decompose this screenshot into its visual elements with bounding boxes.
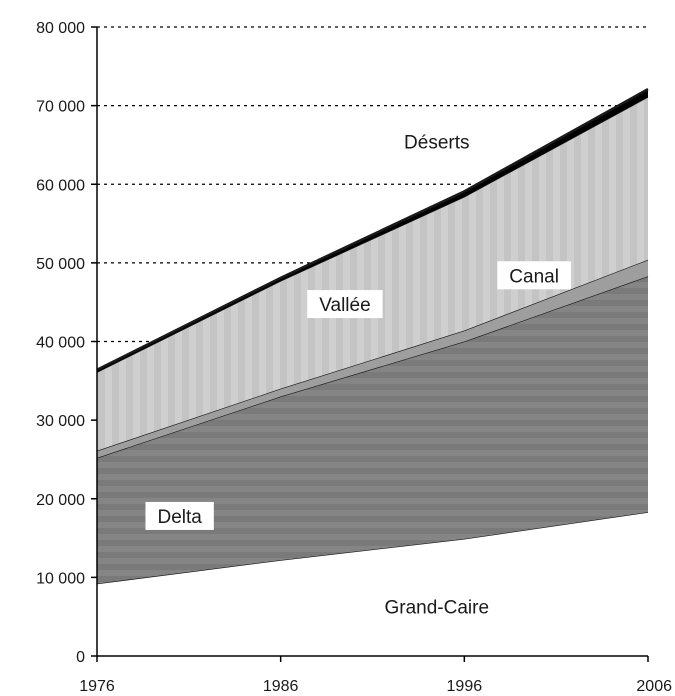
y-tick-label: 10 000: [36, 570, 85, 587]
y-tick-label: 70 000: [36, 99, 85, 116]
area-label-box: [497, 261, 571, 290]
area-vall-e: [97, 96, 648, 451]
y-tick-label: 60 000: [36, 177, 85, 194]
series-boundary-line: [96, 88, 649, 371]
area-label-grand-caire: Grand-Caire: [385, 597, 490, 618]
y-tick-label: 80 000: [36, 20, 85, 37]
y-tick-label: 40 000: [36, 335, 85, 352]
area-label-text: Canal: [509, 266, 559, 287]
x-tick-label: 1986: [263, 678, 299, 695]
area-label-text: Grand-Caire: [385, 597, 490, 618]
area-label-text: Vallée: [319, 295, 370, 316]
area-canal: [97, 259, 648, 458]
y-tick-label: 50 000: [36, 256, 85, 273]
area-label-box: [307, 290, 383, 319]
x-tick-label: 2006: [636, 678, 672, 695]
area-delta: [97, 276, 648, 584]
area-label-d-serts: Déserts: [404, 132, 469, 153]
area-label-delta: Delta: [145, 501, 214, 530]
area-label-text: Delta: [157, 507, 202, 528]
area-label-vall-e: Vallée: [307, 290, 383, 319]
y-tick-label: 0: [76, 649, 85, 666]
area-grand-caire: [97, 512, 648, 656]
area-label-box: [145, 501, 214, 530]
x-tick-label: 1976: [79, 678, 115, 695]
area-label-canal: Canal: [497, 261, 571, 290]
x-tick-label: 1996: [447, 678, 483, 695]
area-label-text: Déserts: [404, 132, 469, 153]
y-tick-label: 30 000: [36, 413, 85, 430]
y-tick-label: 20 000: [36, 492, 85, 509]
